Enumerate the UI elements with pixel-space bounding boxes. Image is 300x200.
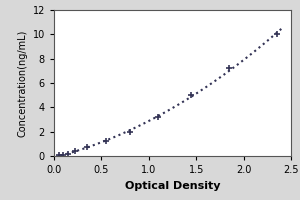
Y-axis label: Concentration(ng/mL): Concentration(ng/mL)	[17, 29, 27, 137]
X-axis label: Optical Density: Optical Density	[125, 181, 220, 191]
